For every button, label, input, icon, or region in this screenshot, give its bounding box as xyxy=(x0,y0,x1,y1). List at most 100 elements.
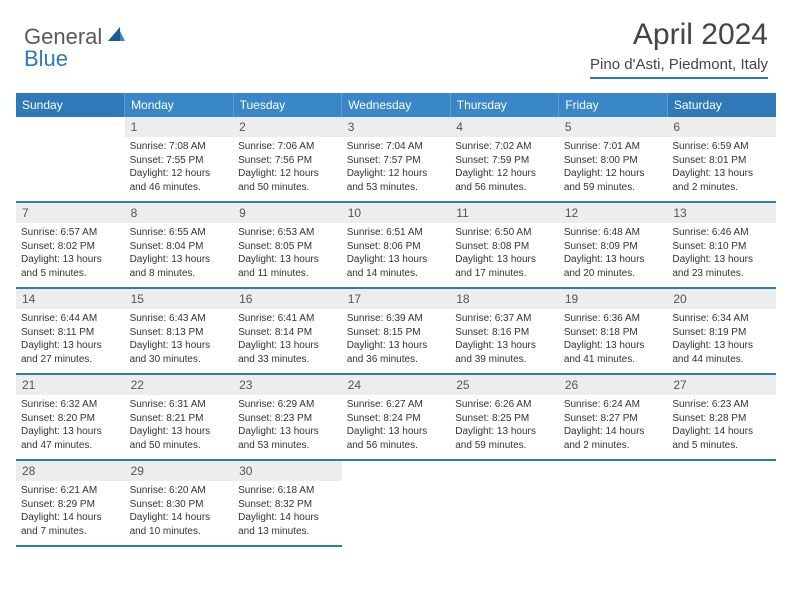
sunrise-line: Sunrise: 6:23 AM xyxy=(672,398,771,412)
day-info: Sunrise: 6:24 AMSunset: 8:27 PMDaylight:… xyxy=(559,395,668,458)
calendar-day-cell: 27Sunrise: 6:23 AMSunset: 8:28 PMDayligh… xyxy=(667,374,776,460)
sunset-line: Sunset: 8:13 PM xyxy=(130,326,229,340)
day-number: 12 xyxy=(559,203,668,223)
sunset-line: Sunset: 8:24 PM xyxy=(347,412,446,426)
daylight-line: Daylight: 14 hours and 13 minutes. xyxy=(238,511,337,538)
calendar-day-cell: 26Sunrise: 6:24 AMSunset: 8:27 PMDayligh… xyxy=(559,374,668,460)
day-number: 26 xyxy=(559,375,668,395)
logo-subtext: Blue xyxy=(24,46,68,72)
calendar-day-cell: 18Sunrise: 6:37 AMSunset: 8:16 PMDayligh… xyxy=(450,288,559,374)
day-number: 13 xyxy=(667,203,776,223)
day-info: Sunrise: 6:39 AMSunset: 8:15 PMDaylight:… xyxy=(342,309,451,372)
day-info: Sunrise: 7:08 AMSunset: 7:55 PMDaylight:… xyxy=(125,137,234,200)
daylight-line: Daylight: 13 hours and 11 minutes. xyxy=(238,253,337,280)
calendar-day-cell: 1Sunrise: 7:08 AMSunset: 7:55 PMDaylight… xyxy=(125,117,234,202)
sunset-line: Sunset: 8:04 PM xyxy=(130,240,229,254)
daylight-line: Daylight: 12 hours and 56 minutes. xyxy=(455,167,554,194)
day-number: 21 xyxy=(16,375,125,395)
calendar-day-cell: 16Sunrise: 6:41 AMSunset: 8:14 PMDayligh… xyxy=(233,288,342,374)
calendar-day-cell: 28Sunrise: 6:21 AMSunset: 8:29 PMDayligh… xyxy=(16,460,125,546)
sunrise-line: Sunrise: 6:55 AM xyxy=(130,226,229,240)
weekday-header: Thursday xyxy=(450,93,559,117)
month-title: April 2024 xyxy=(590,18,768,52)
sunrise-line: Sunrise: 6:36 AM xyxy=(564,312,663,326)
day-number: 17 xyxy=(342,289,451,309)
logo-sail-icon xyxy=(106,25,126,50)
daylight-line: Daylight: 14 hours and 7 minutes. xyxy=(21,511,120,538)
sunset-line: Sunset: 7:56 PM xyxy=(238,154,337,168)
day-number: 25 xyxy=(450,375,559,395)
day-info: Sunrise: 6:29 AMSunset: 8:23 PMDaylight:… xyxy=(233,395,342,458)
sunset-line: Sunset: 8:08 PM xyxy=(455,240,554,254)
title-block: April 2024 Pino d'Asti, Piedmont, Italy xyxy=(590,18,768,79)
day-number: 24 xyxy=(342,375,451,395)
day-info: Sunrise: 7:04 AMSunset: 7:57 PMDaylight:… xyxy=(342,137,451,200)
weekday-header: Friday xyxy=(559,93,668,117)
location: Pino d'Asti, Piedmont, Italy xyxy=(590,56,768,79)
sunrise-line: Sunrise: 7:02 AM xyxy=(455,140,554,154)
day-info: Sunrise: 6:57 AMSunset: 8:02 PMDaylight:… xyxy=(16,223,125,286)
sunset-line: Sunset: 7:59 PM xyxy=(455,154,554,168)
day-info: Sunrise: 6:37 AMSunset: 8:16 PMDaylight:… xyxy=(450,309,559,372)
day-number: 30 xyxy=(233,461,342,481)
sunrise-line: Sunrise: 6:51 AM xyxy=(347,226,446,240)
sunrise-line: Sunrise: 7:04 AM xyxy=(347,140,446,154)
sunset-line: Sunset: 8:28 PM xyxy=(672,412,771,426)
sunrise-line: Sunrise: 6:24 AM xyxy=(564,398,663,412)
calendar-day-cell: 11Sunrise: 6:50 AMSunset: 8:08 PMDayligh… xyxy=(450,202,559,288)
calendar-week-row: 28Sunrise: 6:21 AMSunset: 8:29 PMDayligh… xyxy=(16,460,776,546)
calendar-day-cell: 21Sunrise: 6:32 AMSunset: 8:20 PMDayligh… xyxy=(16,374,125,460)
sunset-line: Sunset: 8:32 PM xyxy=(238,498,337,512)
sunrise-line: Sunrise: 6:59 AM xyxy=(672,140,771,154)
day-info: Sunrise: 6:18 AMSunset: 8:32 PMDaylight:… xyxy=(233,481,342,544)
daylight-line: Daylight: 14 hours and 5 minutes. xyxy=(672,425,771,452)
sunrise-line: Sunrise: 6:26 AM xyxy=(455,398,554,412)
sunset-line: Sunset: 8:16 PM xyxy=(455,326,554,340)
sunset-line: Sunset: 8:10 PM xyxy=(672,240,771,254)
weekday-header: Wednesday xyxy=(342,93,451,117)
day-info: Sunrise: 7:02 AMSunset: 7:59 PMDaylight:… xyxy=(450,137,559,200)
calendar-day-cell: 5Sunrise: 7:01 AMSunset: 8:00 PMDaylight… xyxy=(559,117,668,202)
daylight-line: Daylight: 14 hours and 2 minutes. xyxy=(564,425,663,452)
day-number: 27 xyxy=(667,375,776,395)
sunrise-line: Sunrise: 6:46 AM xyxy=(672,226,771,240)
calendar-day-cell: 8 Sunrise: 6:55 AMSunset: 8:04 PMDaylight… xyxy=(125,202,234,288)
calendar-day-cell: 2Sunrise: 7:06 AMSunset: 7:56 PMDaylight… xyxy=(233,117,342,202)
daylight-line: Daylight: 12 hours and 46 minutes. xyxy=(130,167,229,194)
day-number: 28 xyxy=(16,461,125,481)
sunrise-line: Sunrise: 6:37 AM xyxy=(455,312,554,326)
daylight-line: Daylight: 13 hours and 8 minutes. xyxy=(130,253,229,280)
sunset-line: Sunset: 8:20 PM xyxy=(21,412,120,426)
day-info: Sunrise: 6:31 AMSunset: 8:21 PMDaylight:… xyxy=(125,395,234,458)
calendar-day-cell: 30Sunrise: 6:18 AMSunset: 8:32 PMDayligh… xyxy=(233,460,342,546)
sunset-line: Sunset: 7:57 PM xyxy=(347,154,446,168)
daylight-line: Daylight: 13 hours and 33 minutes. xyxy=(238,339,337,366)
day-info: Sunrise: 6:23 AMSunset: 8:28 PMDaylight:… xyxy=(667,395,776,458)
calendar-day-cell xyxy=(16,117,125,202)
day-info: Sunrise: 6:50 AMSunset: 8:08 PMDaylight:… xyxy=(450,223,559,286)
sunset-line: Sunset: 8:15 PM xyxy=(347,326,446,340)
daylight-line: Daylight: 13 hours and 27 minutes. xyxy=(21,339,120,366)
sunrise-line: Sunrise: 6:29 AM xyxy=(238,398,337,412)
day-number: 6 xyxy=(667,117,776,137)
day-number: 11 xyxy=(450,203,559,223)
day-number: 4 xyxy=(450,117,559,137)
calendar-day-cell: 7Sunrise: 6:57 AMSunset: 8:02 PMDaylight… xyxy=(16,202,125,288)
sunrise-line: Sunrise: 6:21 AM xyxy=(21,484,120,498)
sunset-line: Sunset: 8:19 PM xyxy=(672,326,771,340)
sunset-line: Sunset: 8:14 PM xyxy=(238,326,337,340)
day-number: 23 xyxy=(233,375,342,395)
daylight-line: Daylight: 13 hours and 59 minutes. xyxy=(455,425,554,452)
day-info: Sunrise: 6:44 AMSunset: 8:11 PMDaylight:… xyxy=(16,309,125,372)
daylight-line: Daylight: 12 hours and 59 minutes. xyxy=(564,167,663,194)
daylight-line: Daylight: 13 hours and 36 minutes. xyxy=(347,339,446,366)
calendar-day-cell: 6Sunrise: 6:59 AMSunset: 8:01 PMDaylight… xyxy=(667,117,776,202)
daylight-line: Daylight: 13 hours and 50 minutes. xyxy=(130,425,229,452)
day-number: 8 xyxy=(125,203,234,223)
calendar-day-cell: 23Sunrise: 6:29 AMSunset: 8:23 PMDayligh… xyxy=(233,374,342,460)
calendar-day-cell xyxy=(667,460,776,546)
day-number: 2 xyxy=(233,117,342,137)
sunrise-line: Sunrise: 6:39 AM xyxy=(347,312,446,326)
calendar-day-cell xyxy=(559,460,668,546)
day-info: Sunrise: 6:46 AMSunset: 8:10 PMDaylight:… xyxy=(667,223,776,286)
